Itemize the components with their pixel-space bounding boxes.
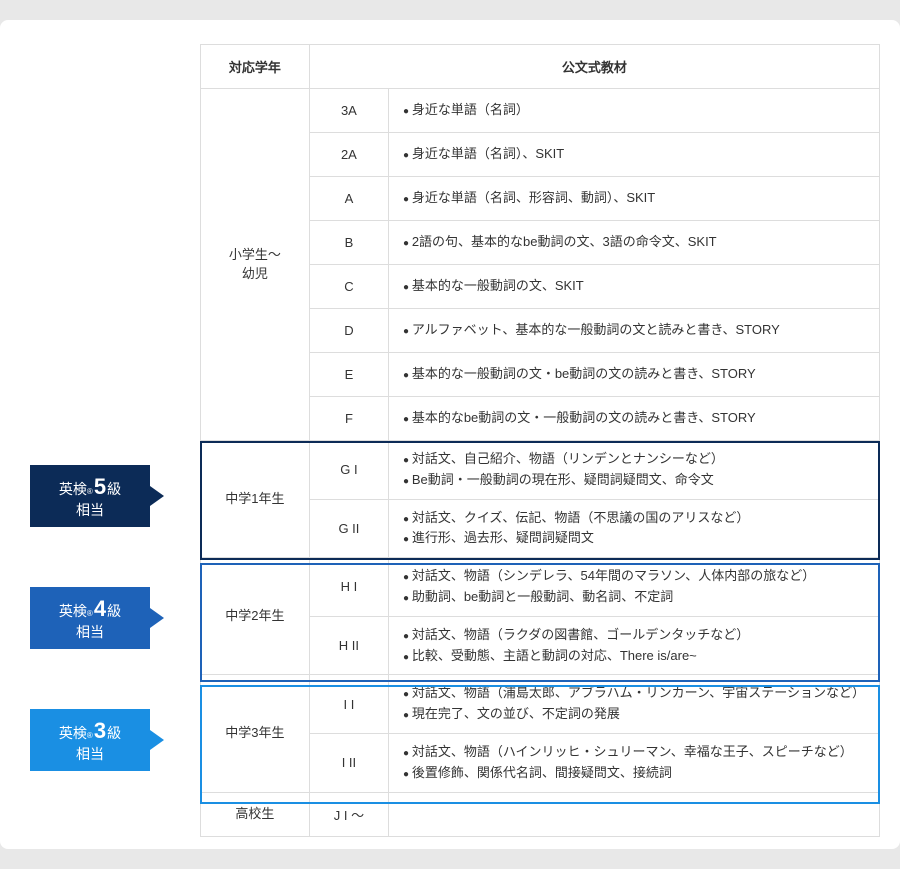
page: 対応学年 公文式教材 小学生〜幼児3A身近な単語（名詞）2A身近な単語（名詞）、… bbox=[0, 20, 900, 849]
bullet-line: 身近な単語（名詞） bbox=[403, 100, 865, 121]
badge-line2: 相当 bbox=[76, 501, 104, 519]
level-cell: F bbox=[309, 397, 388, 441]
desc-cell: 対話文、物語（シンデレラ、54年間のマラソン、人体内部の旅など）助動詞、be動詞… bbox=[388, 558, 879, 617]
table-row: 中学3年生I I対話文、物語（浦島太郎、アブラハム・リンカーン、宇宙ステーション… bbox=[201, 675, 880, 734]
grade-cell: 中学1年生 bbox=[201, 441, 310, 558]
badge-suffix: 級 bbox=[107, 724, 121, 742]
header-material: 公文式教材 bbox=[309, 45, 879, 89]
desc-cell: アルファベット、基本的な一般動詞の文と読みと書き、STORY bbox=[388, 309, 879, 353]
level-cell: H II bbox=[309, 616, 388, 675]
badge-prefix: 英検 bbox=[59, 480, 87, 498]
level-cell: G II bbox=[309, 499, 388, 558]
level-cell: I II bbox=[309, 733, 388, 792]
eiken-badge: 英検®5級相当 bbox=[30, 465, 150, 527]
bullet-line: 基本的な一般動詞の文・be動詞の文の読みと書き、STORY bbox=[403, 364, 865, 385]
level-cell: 3A bbox=[309, 89, 388, 133]
bullet-line: 身近な単語（名詞）、SKIT bbox=[403, 144, 865, 165]
bullet-line: 対話文、物語（浦島太郎、アブラハム・リンカーン、宇宙ステーションなど） bbox=[403, 683, 865, 704]
desc-cell: 基本的なbe動詞の文・一般動詞の文の読みと書き、STORY bbox=[388, 397, 879, 441]
bullet-line: 後置修飾、関係代名詞、間接疑問文、接続詞 bbox=[403, 763, 865, 784]
badge-line1: 英検®4級 bbox=[59, 595, 121, 624]
eiken-badge: 英検®4級相当 bbox=[30, 587, 150, 649]
registered-icon: ® bbox=[87, 609, 93, 619]
grade-cell: 中学2年生 bbox=[201, 558, 310, 675]
level-cell: I I bbox=[309, 675, 388, 734]
bullet-line: 比較、受動態、主語と動詞の対応、There is/are~ bbox=[403, 646, 865, 667]
bullet-line: 進行形、過去形、疑問詞疑問文 bbox=[403, 528, 865, 549]
registered-icon: ® bbox=[87, 731, 93, 741]
bullet-line: 基本的な一般動詞の文、SKIT bbox=[403, 276, 865, 297]
eiken-badge: 英検®3級相当 bbox=[30, 709, 150, 771]
bullet-line: 2語の句、基本的なbe動詞の文、3語の命令文、SKIT bbox=[403, 232, 865, 253]
desc-cell: 身近な単語（名詞、形容詞、動詞）、SKIT bbox=[388, 177, 879, 221]
desc-cell: 対話文、自己紹介、物語（リンデンとナンシーなど）Be動詞・一般動詞の現在形、疑問… bbox=[388, 441, 879, 500]
bullet-line: 対話文、物語（ハインリッヒ・シュリーマン、幸福な王子、スピーチなど） bbox=[403, 742, 865, 763]
table-row: 中学1年生G I対話文、自己紹介、物語（リンデンとナンシーなど）Be動詞・一般動… bbox=[201, 441, 880, 500]
desc-cell: 2語の句、基本的なbe動詞の文、3語の命令文、SKIT bbox=[388, 221, 879, 265]
level-cell: D bbox=[309, 309, 388, 353]
bullet-line: 助動詞、be動詞と一般動詞、動名詞、不定詞 bbox=[403, 587, 865, 608]
badge-number: 3 bbox=[94, 717, 106, 746]
level-cell: C bbox=[309, 265, 388, 309]
header-row: 対応学年 公文式教材 bbox=[201, 45, 880, 89]
badge-suffix: 級 bbox=[107, 602, 121, 620]
badge-line2: 相当 bbox=[76, 745, 104, 763]
level-cell: E bbox=[309, 353, 388, 397]
level-cell: A bbox=[309, 177, 388, 221]
grade-cell: 小学生〜幼児 bbox=[201, 89, 310, 441]
badge-line2: 相当 bbox=[76, 623, 104, 641]
desc-cell: 基本的な一般動詞の文・be動詞の文の読みと書き、STORY bbox=[388, 353, 879, 397]
registered-icon: ® bbox=[87, 487, 93, 497]
bullet-line: 対話文、物語（シンデレラ、54年間のマラソン、人体内部の旅など） bbox=[403, 566, 865, 587]
badge-number: 5 bbox=[94, 473, 106, 502]
bullet-line: アルファベット、基本的な一般動詞の文と読みと書き、STORY bbox=[403, 320, 865, 341]
grade-cell: 高校生 bbox=[201, 792, 310, 836]
desc-cell: 対話文、物語（浦島太郎、アブラハム・リンカーン、宇宙ステーションなど）現在完了、… bbox=[388, 675, 879, 734]
table-row: 中学2年生H I対話文、物語（シンデレラ、54年間のマラソン、人体内部の旅など）… bbox=[201, 558, 880, 617]
header-grade: 対応学年 bbox=[201, 45, 310, 89]
badge-number: 4 bbox=[94, 595, 106, 624]
badge-line1: 英検®3級 bbox=[59, 717, 121, 746]
desc-cell: 身近な単語（名詞）、SKIT bbox=[388, 133, 879, 177]
bullet-line: Be動詞・一般動詞の現在形、疑問詞疑問文、命令文 bbox=[403, 470, 865, 491]
curriculum-table: 対応学年 公文式教材 小学生〜幼児3A 身近な単語（名詞） 2A 身近な単語（名詞）、… bbox=[200, 44, 880, 837]
badge-suffix: 級 bbox=[107, 480, 121, 498]
desc-cell: 基本的な一般動詞の文、SKIT bbox=[388, 265, 879, 309]
desc-cell: 身近な単語（名詞） bbox=[388, 89, 879, 133]
desc-cell bbox=[388, 792, 879, 836]
badge-line1: 英検®5級 bbox=[59, 473, 121, 502]
level-cell: J I 〜 bbox=[309, 792, 388, 836]
table-row: 高校生J I 〜 bbox=[201, 792, 880, 836]
level-cell: B bbox=[309, 221, 388, 265]
desc-cell: 対話文、物語（ハインリッヒ・シュリーマン、幸福な王子、スピーチなど）後置修飾、関… bbox=[388, 733, 879, 792]
bullet-line: 対話文、物語（ラクダの図書館、ゴールデンタッチなど） bbox=[403, 625, 865, 646]
badge-prefix: 英検 bbox=[59, 602, 87, 620]
desc-cell: 対話文、クイズ、伝記、物語（不思議の国のアリスなど）進行形、過去形、疑問詞疑問文 bbox=[388, 499, 879, 558]
table-row: 小学生〜幼児3A身近な単語（名詞） bbox=[201, 89, 880, 133]
bullet-line: 対話文、クイズ、伝記、物語（不思議の国のアリスなど） bbox=[403, 508, 865, 529]
grade-cell: 中学3年生 bbox=[201, 675, 310, 792]
table-wrapper: 対応学年 公文式教材 小学生〜幼児3A 身近な単語（名詞） 2A 身近な単語（名詞）、… bbox=[200, 44, 880, 837]
level-cell: G I bbox=[309, 441, 388, 500]
level-cell: 2A bbox=[309, 133, 388, 177]
level-cell: H I bbox=[309, 558, 388, 617]
bullet-line: 現在完了、文の並び、不定詞の発展 bbox=[403, 704, 865, 725]
bullet-line: 身近な単語（名詞、形容詞、動詞）、SKIT bbox=[403, 188, 865, 209]
badge-prefix: 英検 bbox=[59, 724, 87, 742]
bullet-line: 基本的なbe動詞の文・一般動詞の文の読みと書き、STORY bbox=[403, 408, 865, 429]
desc-cell: 対話文、物語（ラクダの図書館、ゴールデンタッチなど）比較、受動態、主語と動詞の対… bbox=[388, 616, 879, 675]
bullet-line: 対話文、自己紹介、物語（リンデンとナンシーなど） bbox=[403, 449, 865, 470]
